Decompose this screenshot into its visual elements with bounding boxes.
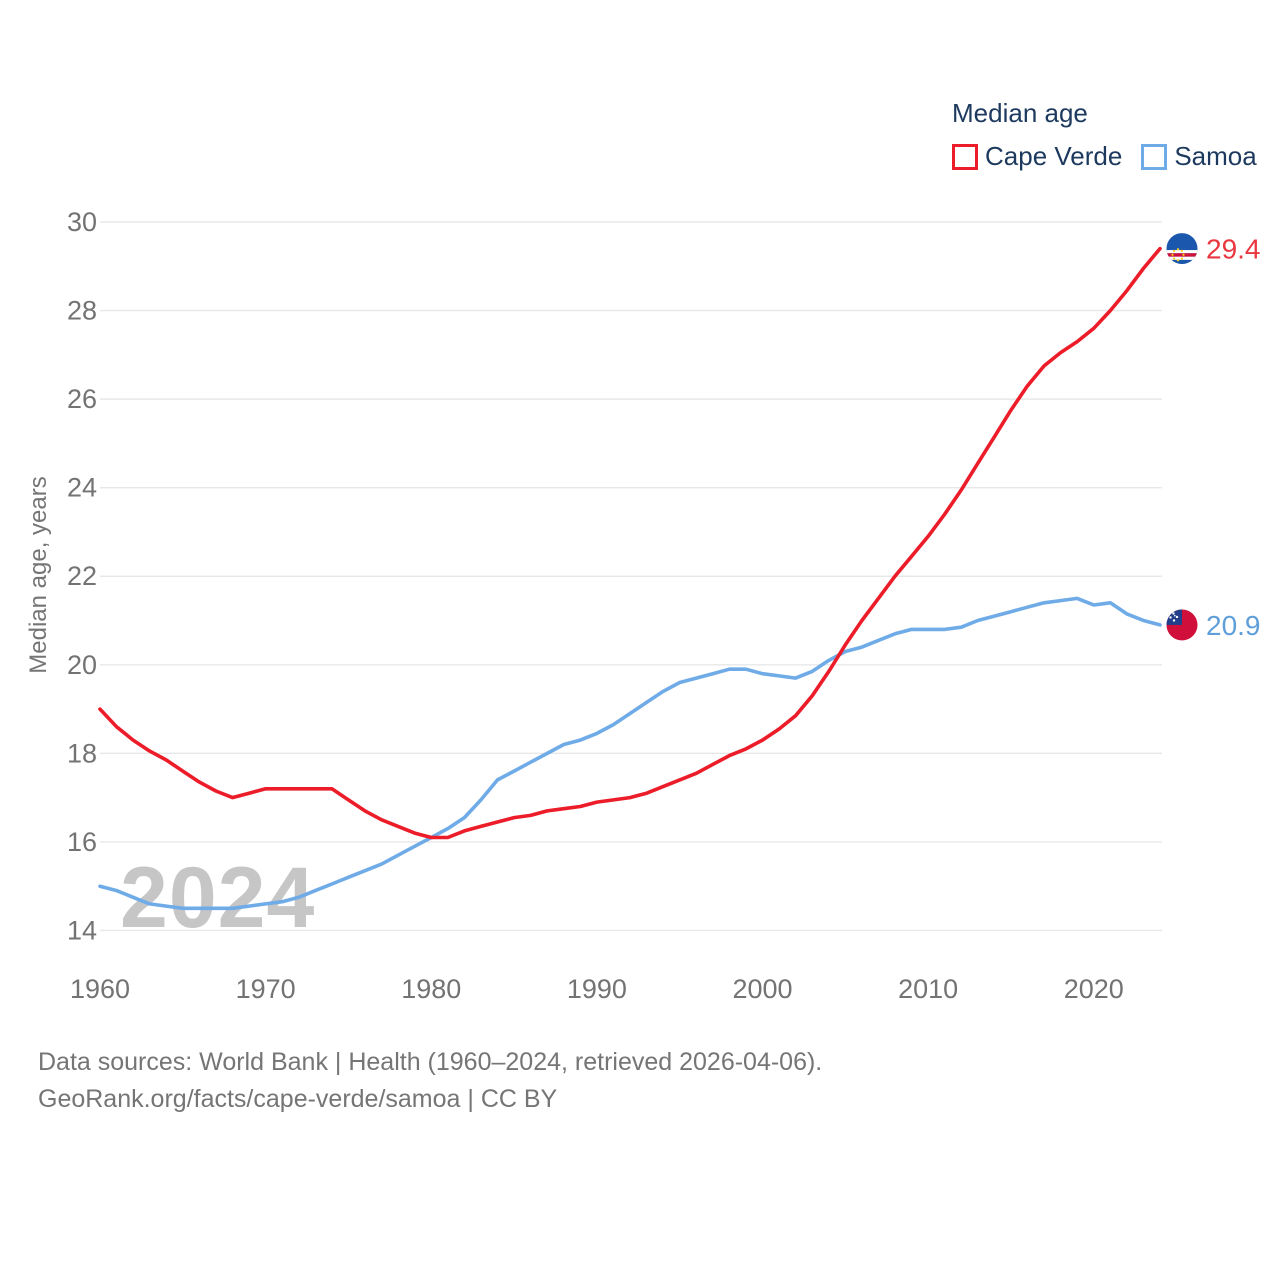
legend: Median age Cape Verde Samoa bbox=[952, 98, 1257, 172]
y-tick-24: 24 bbox=[67, 473, 97, 503]
x-tick-2010: 2010 bbox=[898, 974, 958, 1004]
x-tick-1970: 1970 bbox=[236, 974, 296, 1004]
samoa-value-label: 20.9 bbox=[1206, 610, 1261, 641]
x-tick-2020: 2020 bbox=[1064, 974, 1124, 1004]
y-tick-18: 18 bbox=[67, 738, 97, 768]
y-axis-title: Median age, years bbox=[25, 476, 52, 673]
footer-sources-line: Data sources: World Bank | Health (1960–… bbox=[38, 1048, 823, 1076]
y-tick-28: 28 bbox=[67, 296, 97, 326]
data-sources-footer: Data sources: World Bank | Health (1960–… bbox=[38, 1044, 822, 1118]
y-tick-20: 20 bbox=[67, 650, 97, 680]
watermark-year: 2024 bbox=[120, 850, 315, 946]
y-tick-30: 30 bbox=[67, 207, 97, 237]
y-tick-26: 26 bbox=[67, 384, 97, 414]
cape-verde-line bbox=[98, 246, 1162, 840]
y-tick-14: 14 bbox=[67, 915, 97, 945]
x-tick-2000: 2000 bbox=[732, 974, 792, 1004]
x-tick-1980: 1980 bbox=[401, 974, 461, 1004]
cape-verde-value-label: 29.4 bbox=[1206, 234, 1261, 265]
y-tick-22: 22 bbox=[67, 561, 97, 591]
cape-verde-flag-icon bbox=[1166, 233, 1198, 265]
legend-title: Median age bbox=[952, 98, 1088, 128]
footer-attribution-line: GeoRank.org/facts/cape-verde/samoa | CC … bbox=[38, 1085, 558, 1113]
samoa-flag-icon bbox=[1166, 609, 1198, 641]
x-tick-1960: 1960 bbox=[70, 974, 130, 1004]
legend-item-cape-verde[interactable]: Cape Verde bbox=[952, 141, 1122, 172]
legend-items: Cape Verde Samoa bbox=[952, 141, 1257, 172]
x-tick-1990: 1990 bbox=[567, 974, 627, 1004]
y-tick-16: 16 bbox=[67, 827, 97, 857]
legend-item-samoa[interactable]: Samoa bbox=[1141, 141, 1257, 172]
samoa-swatch-icon bbox=[1141, 143, 1168, 170]
legend-label-cape-verde: Cape Verde bbox=[985, 141, 1123, 171]
cape-verde-swatch-icon bbox=[952, 143, 978, 170]
legend-label-samoa: Samoa bbox=[1174, 141, 1257, 171]
samoa-line bbox=[98, 596, 1162, 911]
